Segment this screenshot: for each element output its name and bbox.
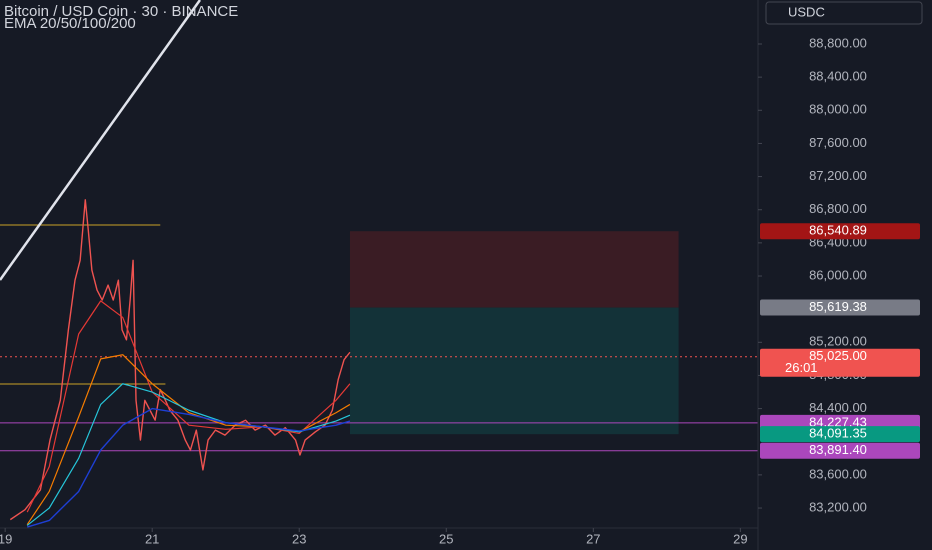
price-tag-label: 86,540.89 [809, 223, 867, 238]
y-tick-label: 87,600.00 [809, 135, 867, 150]
price-tag-label: 84,227.43 [809, 414, 867, 429]
target-zone [349, 307, 679, 435]
currency-label[interactable]: USDC [788, 4, 825, 19]
price-tag-label: 83,891.40 [809, 442, 867, 457]
y-tick-label: 85,200.00 [809, 334, 867, 349]
countdown: 26:01 [785, 360, 818, 375]
plot-area [0, 0, 758, 528]
price-axis: 83,200.0083,600.0084,400.0084,800.0085,2… [0, 35, 920, 546]
y-tick-label: 86,000.00 [809, 267, 867, 282]
ema-line [26, 300, 351, 513]
x-tick-label: 19 [0, 531, 12, 546]
y-tick-label: 88,400.00 [809, 69, 867, 84]
trend-line [0, 0, 201, 281]
y-tick-label: 83,200.00 [809, 499, 867, 514]
y-tick-label: 86,800.00 [809, 201, 867, 216]
y-tick-label: 84,400.00 [809, 400, 867, 415]
indicator-legend: EMA 20/50/100/200 [4, 15, 136, 32]
price-tag-label: 84,091.35 [809, 426, 867, 441]
y-tick-label: 88,800.00 [809, 35, 867, 50]
price-tag [760, 442, 920, 459]
price-tag [760, 426, 920, 443]
price-tag [760, 223, 920, 240]
symbol-title: Bitcoin / USD Coin · 30 · BINANCE [4, 3, 238, 20]
price-tag-label: 85,619.38 [809, 299, 867, 314]
ema-line [26, 354, 351, 525]
price-tag [760, 348, 920, 377]
y-tick-label: 83,600.00 [809, 466, 867, 481]
currency-button[interactable] [765, 1, 923, 25]
x-tick-label: 29 [733, 531, 747, 546]
y-tick-label: 87,200.00 [809, 168, 867, 183]
stop-zone [349, 231, 679, 308]
x-tick-label: 27 [586, 531, 600, 546]
x-tick-label: 25 [439, 531, 453, 546]
price-tag [760, 299, 920, 316]
price-tag-label: 85,025.00 [809, 348, 867, 363]
ema-line [27, 407, 351, 528]
x-tick-label: 21 [145, 531, 159, 546]
y-tick-label: 88,000.00 [809, 102, 867, 117]
x-tick-label: 23 [292, 531, 306, 546]
